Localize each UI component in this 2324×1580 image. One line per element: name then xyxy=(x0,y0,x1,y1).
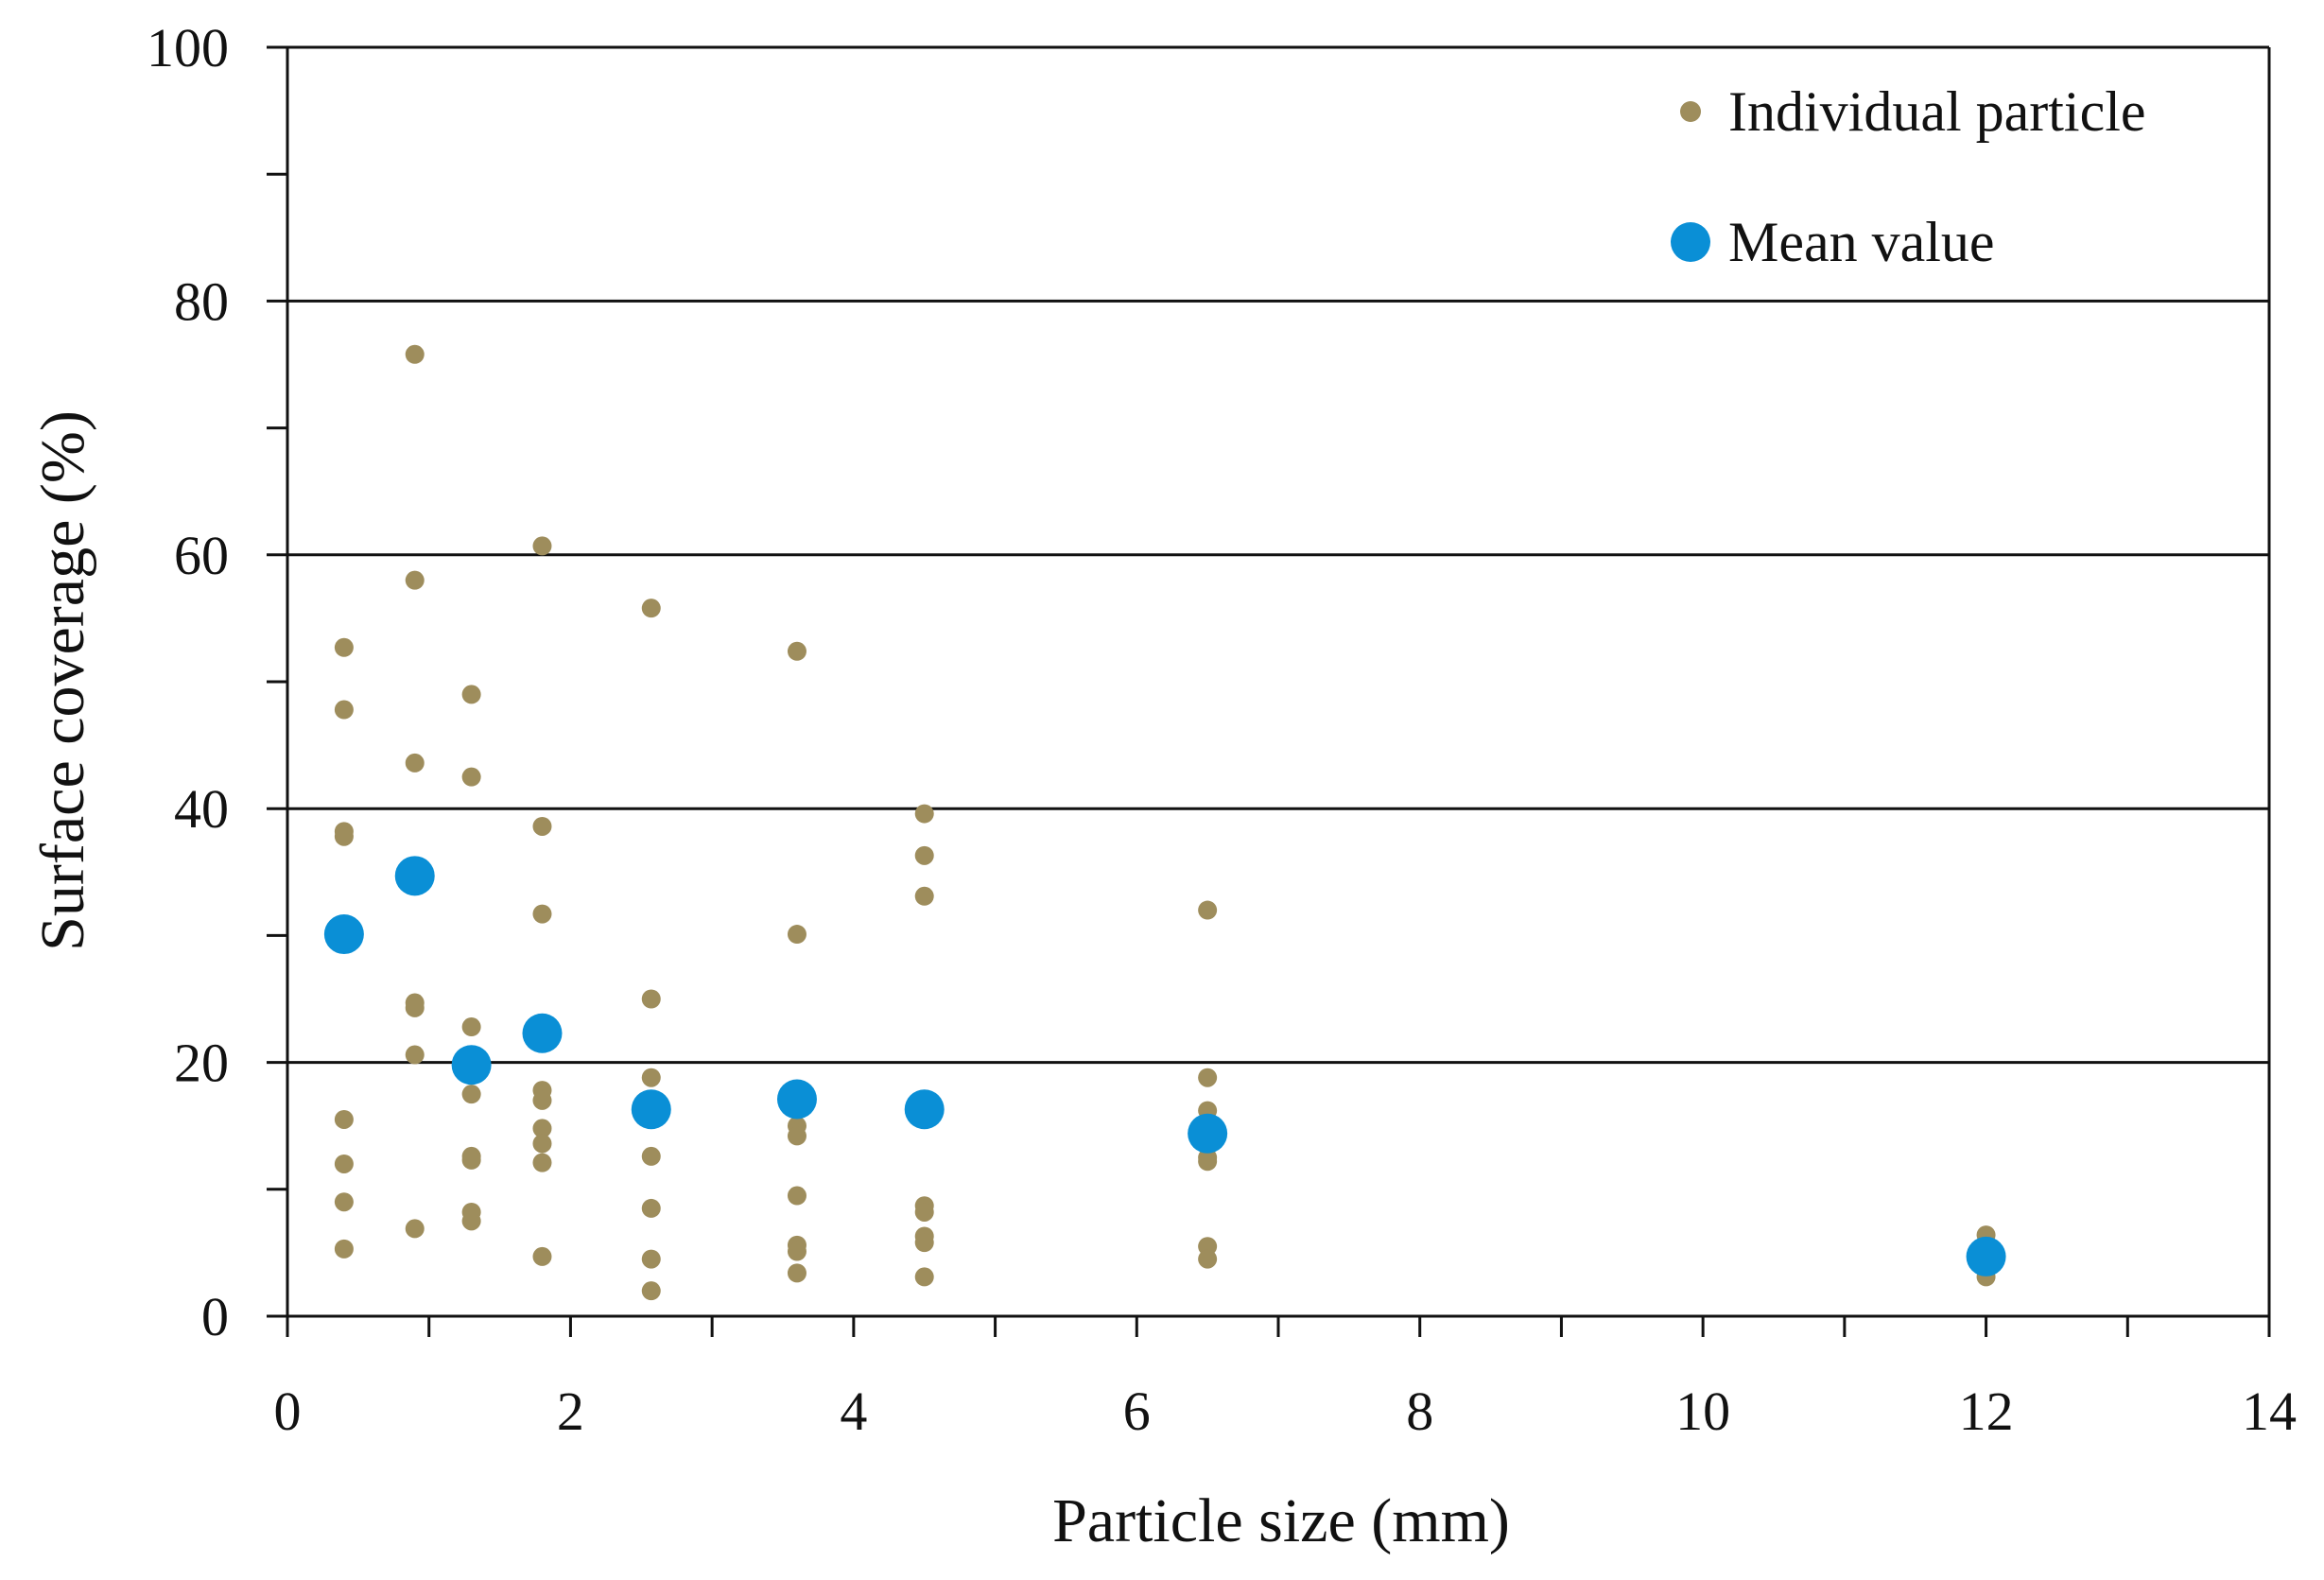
individual-particle-point xyxy=(787,1126,806,1146)
individual-particle-point xyxy=(1198,1068,1218,1087)
y-axis-title: Surface coverage (%) xyxy=(28,410,97,951)
y-tick-label: 100 xyxy=(147,17,229,78)
individual-particle-point xyxy=(914,886,934,906)
individual-particle-point xyxy=(334,1192,354,1212)
individual-particle-point xyxy=(405,570,425,590)
y-tick-label: 40 xyxy=(174,778,229,840)
individual-particle-point xyxy=(405,344,425,364)
individual-particle-point xyxy=(532,1134,552,1154)
individual-particle-point xyxy=(461,1017,481,1037)
mean-value-point xyxy=(631,1089,671,1130)
individual-particle-point xyxy=(914,804,934,824)
individual-particle-point xyxy=(787,925,806,945)
mean-value-point xyxy=(394,856,435,896)
gridlines xyxy=(287,45,2269,1065)
individual-particle-point xyxy=(532,536,552,556)
y-tick-label: 60 xyxy=(174,525,229,586)
y-tick-label: 80 xyxy=(174,270,229,332)
legend-marker-individual-particle xyxy=(1680,101,1701,122)
x-tick-label: 10 xyxy=(1675,1380,1730,1442)
individual-particle-point xyxy=(787,1263,806,1283)
individual-particle-point xyxy=(334,826,354,846)
individual-particle-point xyxy=(641,1281,661,1301)
individual-particle-point xyxy=(532,904,552,924)
individual-particle-point xyxy=(787,641,806,661)
mean-value-point xyxy=(522,1013,563,1053)
individual-particle-point xyxy=(532,816,552,836)
individual-particle-point xyxy=(914,1202,934,1222)
mean-value-point xyxy=(1966,1236,2006,1276)
y-tick-label: 20 xyxy=(174,1033,229,1094)
individual-particle-point xyxy=(641,1249,661,1269)
individual-particle-point xyxy=(461,1150,481,1170)
mean-value-point xyxy=(904,1089,945,1130)
individual-particle-point xyxy=(914,1267,934,1287)
individual-particle-point xyxy=(334,700,354,720)
individual-particle-point xyxy=(641,1068,661,1087)
legend-label-mean-value: Mean value xyxy=(1728,211,1995,273)
legend-marker-mean-value xyxy=(1671,222,1710,262)
tick-marks xyxy=(267,45,2271,1337)
individual-particle-point xyxy=(914,845,934,865)
individual-particle-point xyxy=(405,998,425,1017)
mean-value-point xyxy=(451,1045,492,1085)
individual-particle-point xyxy=(532,1119,552,1138)
individual-particle-point xyxy=(914,1233,934,1253)
legend: Individual particle Mean value xyxy=(1671,80,2146,273)
mean-value-point xyxy=(776,1079,817,1120)
individual-particle-point xyxy=(787,1186,806,1206)
individual-particle-point xyxy=(461,685,481,704)
individual-particle-point xyxy=(787,1241,806,1261)
individual-particle-point xyxy=(461,1085,481,1104)
individual-particle-point xyxy=(334,1239,354,1259)
x-tick-label: 8 xyxy=(1406,1380,1433,1442)
x-tick-label: 0 xyxy=(274,1380,302,1442)
mean-value-point xyxy=(1188,1113,1228,1154)
x-tick-label: 6 xyxy=(1123,1380,1151,1442)
individual-particle-point xyxy=(1198,900,1218,920)
individual-particle-point xyxy=(641,599,661,618)
individual-particle-point xyxy=(405,1219,425,1239)
individual-particle-point xyxy=(405,753,425,773)
individual-particle-point xyxy=(641,989,661,1009)
individual-particle-point xyxy=(532,1246,552,1266)
individual-particle-point xyxy=(461,767,481,787)
x-tick-label: 4 xyxy=(840,1380,867,1442)
data-points xyxy=(323,344,2006,1301)
individual-particle-point xyxy=(532,1090,552,1110)
y-tick-label: 0 xyxy=(201,1286,229,1347)
individual-particle-point xyxy=(334,1109,354,1129)
x-tick-label: 2 xyxy=(557,1380,584,1442)
individual-particle-point xyxy=(641,1198,661,1218)
individual-particle-point xyxy=(1198,1152,1218,1172)
individual-particle-point xyxy=(532,1153,552,1172)
legend-label-individual-particle: Individual particle xyxy=(1728,80,2146,143)
x-tick-label: 12 xyxy=(1959,1380,2014,1442)
individual-particle-point xyxy=(1198,1249,1218,1269)
individual-particle-point xyxy=(334,1154,354,1173)
individual-particle-point xyxy=(641,1146,661,1166)
tick-labels: 0 20 40 60 80 100 0 2 4 6 8 10 12 14 xyxy=(147,17,2297,1442)
individual-particle-point xyxy=(461,1211,481,1231)
individual-particle-point xyxy=(405,1045,425,1065)
mean-value-point xyxy=(323,914,364,955)
x-tick-label: 14 xyxy=(2242,1380,2297,1442)
x-axis-title: Particle size (mm) xyxy=(1052,1486,1510,1555)
individual-particle-point xyxy=(334,637,354,657)
